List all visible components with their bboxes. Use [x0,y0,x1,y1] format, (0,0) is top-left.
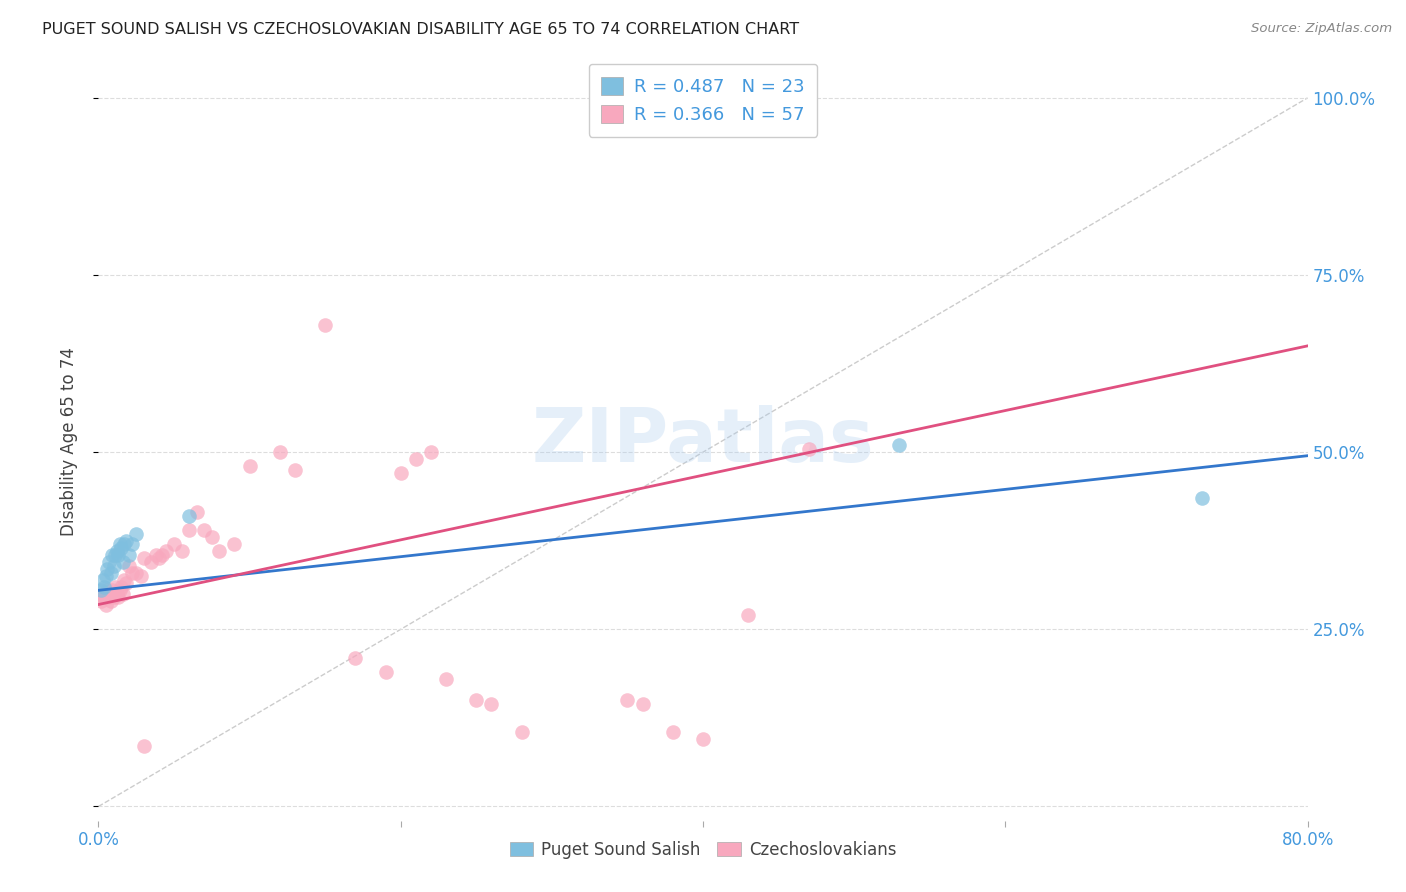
Point [91,587,114,601]
Point [112,573,135,587]
Point [434,672,457,686]
Point [179,508,201,523]
Point [132,551,155,566]
Point [100,594,122,608]
Point [114,576,136,591]
Point [118,548,141,562]
Point [284,463,307,477]
Point [163,537,186,551]
Point [107,548,129,562]
Point [112,537,135,551]
Point [96,583,118,598]
Point [90,594,112,608]
Point [121,566,143,580]
Point [481,697,503,711]
Point [797,442,820,456]
Point [108,583,131,598]
Point [224,537,246,551]
Point [104,580,127,594]
Point [208,544,231,558]
Point [616,693,638,707]
Point [114,533,136,548]
Point [101,548,124,562]
Point [111,587,134,601]
Point [103,591,125,605]
Point [141,555,163,569]
Point [90,583,112,598]
Point [374,665,396,679]
Point [103,558,125,573]
Text: ZIPatlas: ZIPatlas [531,405,875,478]
Point [465,693,488,707]
Point [179,523,201,537]
Point [100,566,122,580]
Point [631,697,654,711]
Point [94,598,117,612]
Point [111,555,134,569]
Point [193,523,215,537]
Point [155,544,177,558]
Point [105,587,128,601]
Point [145,548,167,562]
Point [125,566,148,580]
Point [661,725,683,739]
Point [107,591,129,605]
Point [98,555,121,569]
Point [110,580,132,594]
Point [104,548,127,562]
Point [129,569,152,583]
Text: Source: ZipAtlas.com: Source: ZipAtlas.com [1251,22,1392,36]
Point [510,725,533,739]
Point [98,591,121,605]
Point [150,548,173,562]
Point [96,562,118,576]
Legend: Puget Sound Salish, Czechoslovakians: Puget Sound Salish, Czechoslovakians [503,834,903,865]
Point [110,541,132,555]
Point [737,608,759,623]
Point [89,591,111,605]
Point [201,530,224,544]
Point [108,537,131,551]
Point [889,438,911,452]
Point [344,650,367,665]
Point [148,551,170,566]
Point [186,505,208,519]
Point [91,573,114,587]
Point [692,732,714,747]
Point [105,544,128,558]
Point [121,537,143,551]
Point [616,112,638,127]
Point [93,591,115,605]
Point [118,558,141,573]
Point [101,583,124,598]
Point [239,459,262,474]
Point [420,445,443,459]
Point [389,467,412,481]
Point [405,452,427,467]
Point [170,544,193,558]
Point [132,739,155,754]
Point [93,580,115,594]
Point [314,318,336,332]
Point [125,526,148,541]
Y-axis label: Disability Age 65 to 74: Disability Age 65 to 74 [59,347,77,536]
Point [94,569,117,583]
Point [1191,491,1213,506]
Point [269,445,291,459]
Text: PUGET SOUND SALISH VS CZECHOSLOVAKIAN DISABILITY AGE 65 TO 74 CORRELATION CHART: PUGET SOUND SALISH VS CZECHOSLOVAKIAN DI… [42,22,799,37]
